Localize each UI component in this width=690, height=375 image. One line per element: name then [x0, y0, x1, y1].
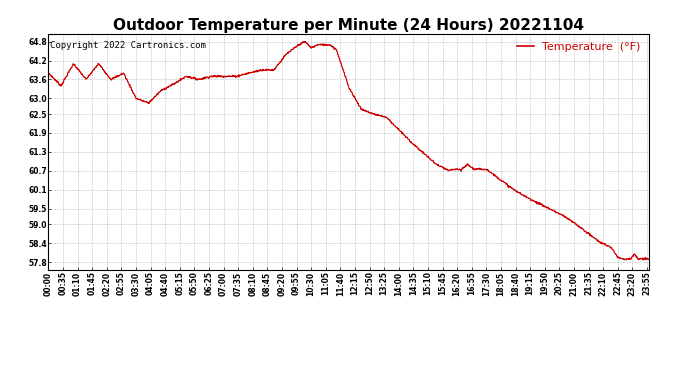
- Legend: Temperature  (°F): Temperature (°F): [515, 39, 643, 54]
- Title: Outdoor Temperature per Minute (24 Hours) 20221104: Outdoor Temperature per Minute (24 Hours…: [113, 18, 584, 33]
- Text: Copyright 2022 Cartronics.com: Copyright 2022 Cartronics.com: [50, 41, 206, 50]
